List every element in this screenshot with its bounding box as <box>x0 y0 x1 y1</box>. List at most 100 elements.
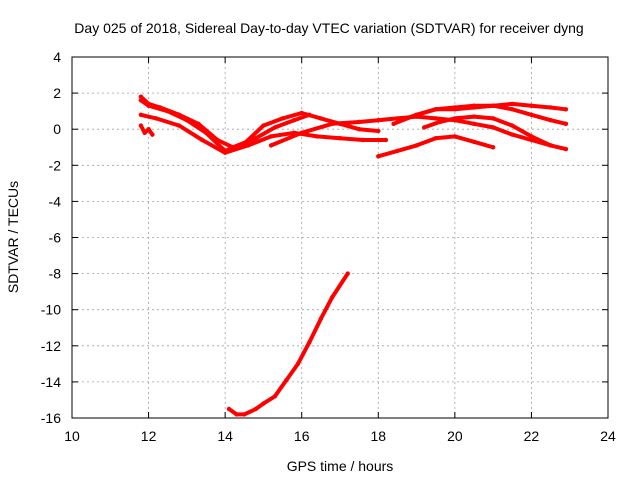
data-point <box>146 127 151 132</box>
data-point <box>383 137 389 143</box>
x-tick-label: 24 <box>600 428 616 444</box>
data-point <box>138 112 144 118</box>
data-point <box>222 150 228 155</box>
data-point <box>437 119 442 125</box>
y-tick-label: -6 <box>49 230 62 246</box>
data-point <box>307 112 312 118</box>
data-point <box>157 105 163 110</box>
data-point <box>399 118 404 123</box>
data-point <box>391 121 396 127</box>
series-line <box>422 114 553 148</box>
data-point <box>138 94 144 99</box>
data-point <box>471 121 477 127</box>
data-point <box>242 412 247 417</box>
data-point <box>376 128 381 134</box>
series-line <box>138 123 155 137</box>
data-point <box>376 154 381 159</box>
data-point <box>280 116 285 121</box>
data-point <box>177 123 182 128</box>
series-track-5 <box>268 114 569 152</box>
data-point <box>510 101 515 107</box>
data-point <box>376 118 381 123</box>
y-tick-label: -2 <box>49 157 62 173</box>
y-tick-label: 0 <box>53 121 61 137</box>
data-point <box>356 127 362 132</box>
y-tick-label: -12 <box>41 338 61 354</box>
data-point <box>318 116 324 121</box>
data-point <box>261 401 266 406</box>
x-tick-label: 18 <box>370 428 386 444</box>
data-point <box>510 132 515 137</box>
data-point <box>414 143 419 148</box>
data-point <box>563 146 569 152</box>
data-point <box>395 148 400 154</box>
data-point <box>490 125 496 130</box>
data-point <box>471 139 477 144</box>
data-point <box>299 130 304 135</box>
data-point <box>291 118 297 123</box>
y-tick-label: -14 <box>41 374 61 390</box>
x-axis-ticks: 10 12 14 16 18 20 22 24 <box>64 57 616 444</box>
data-point <box>234 412 239 417</box>
data-point <box>318 316 324 321</box>
data-point <box>422 125 427 130</box>
y-axis-label: SDTVAR / TECUs <box>5 181 21 293</box>
data-point <box>452 116 458 121</box>
series-track-8 <box>399 103 569 127</box>
data-point <box>268 134 274 139</box>
data-point <box>548 143 553 148</box>
data-point <box>452 105 458 110</box>
data-point <box>471 114 477 119</box>
data-point <box>284 377 289 383</box>
data-point <box>154 116 159 121</box>
data-point <box>299 110 304 116</box>
data-point <box>395 116 400 121</box>
data-point <box>253 136 258 141</box>
data-point <box>295 361 301 367</box>
data-point <box>433 116 438 121</box>
grid <box>72 57 608 418</box>
y-tick-label: -10 <box>41 302 61 318</box>
y-tick-label: -8 <box>49 266 62 282</box>
y-tick-label: 2 <box>53 85 61 101</box>
series-track-9 <box>422 114 553 148</box>
y-tick-label: -4 <box>49 193 62 209</box>
data-point <box>414 112 419 118</box>
data-point <box>510 123 515 128</box>
data-point <box>272 125 278 130</box>
x-tick-label: 22 <box>524 428 540 444</box>
x-tick-label: 14 <box>217 428 233 444</box>
data-point <box>226 406 232 412</box>
data-point <box>356 119 362 125</box>
data-point <box>200 137 205 143</box>
data-point <box>268 143 274 148</box>
data-point <box>215 137 220 143</box>
series-track-2 <box>138 112 389 155</box>
data-point <box>360 137 366 143</box>
data-point <box>548 118 553 123</box>
data-point <box>330 294 335 300</box>
data-point <box>138 123 144 128</box>
data-point <box>529 134 534 139</box>
x-tick-label: 12 <box>141 428 157 444</box>
data-point <box>471 103 477 108</box>
data-point <box>253 406 258 412</box>
y-axis-ticks: 4 2 0 -2 -4 -6 -8 -10 -12 -14 -16 <box>41 49 608 426</box>
data-point <box>307 340 312 345</box>
data-point <box>452 134 458 139</box>
data-point <box>490 145 496 150</box>
x-tick-label: 10 <box>64 428 80 444</box>
data-point <box>563 121 569 127</box>
data-point <box>146 101 151 107</box>
x-axis-label: GPS time / hours <box>287 458 394 474</box>
data-point <box>337 136 343 141</box>
data-point <box>150 132 155 137</box>
data-point <box>433 107 438 112</box>
data-point <box>261 123 266 128</box>
x-tick-label: 16 <box>294 428 310 444</box>
data-point <box>196 121 201 127</box>
data-point <box>433 136 438 141</box>
y-tick-label: -16 <box>41 410 61 426</box>
series-track-4 <box>138 123 155 137</box>
